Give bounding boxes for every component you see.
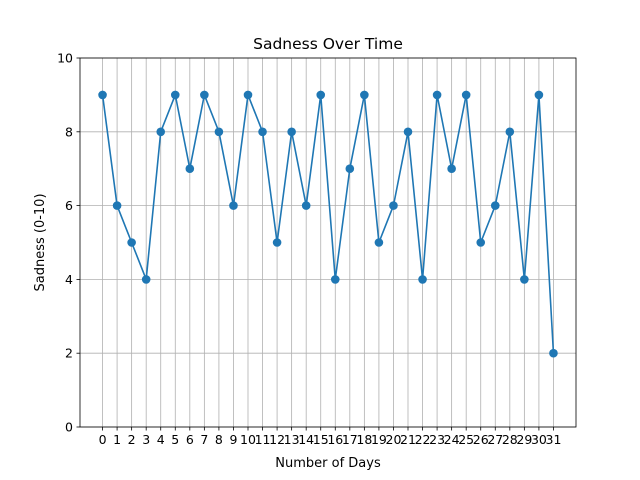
data-point: [214, 127, 224, 137]
data-point: [505, 127, 515, 137]
x-tick-label: 22: [415, 432, 431, 447]
data-point: [534, 90, 544, 100]
x-tick-label: 27: [487, 432, 503, 447]
data-point: [127, 238, 136, 247]
data-point: [287, 127, 296, 137]
data-point: [447, 164, 456, 173]
data-point: [301, 201, 311, 210]
x-tick-label: 12: [269, 432, 285, 447]
x-tick-label: 24: [444, 432, 460, 447]
data-point: [345, 164, 355, 173]
x-tick-label: 21: [400, 432, 416, 447]
data-point: [490, 201, 500, 210]
x-tick-label: 6: [186, 432, 194, 447]
x-axis-label: Number of Days: [275, 456, 381, 471]
y-tick-label: 6: [65, 198, 73, 213]
data-point: [432, 90, 442, 100]
data-point: [98, 90, 107, 100]
x-tick-label: 26: [473, 432, 489, 447]
x-tick-label: 25: [458, 432, 474, 447]
x-tick-label: 5: [171, 432, 179, 447]
data-point: [316, 90, 326, 100]
data-point: [243, 90, 253, 100]
x-tick-label: 10: [240, 432, 256, 447]
y-tick-label: 4: [65, 272, 73, 287]
plot-area: [80, 58, 576, 427]
x-tick-label: 28: [502, 432, 518, 447]
data-point: [229, 201, 238, 210]
x-tick-label: 30: [531, 432, 547, 447]
data-point: [200, 90, 209, 100]
x-tick-label: 0: [99, 432, 107, 447]
axis-ticks: 0 1 2 3 4 5 6 7 8 9 101112131415161718192021222324…: [57, 51, 561, 448]
data-point: [461, 90, 471, 100]
y-axis-label: Sadness (0-10): [33, 193, 48, 291]
x-tick-label: 8: [215, 432, 223, 447]
data-point: [170, 90, 180, 100]
x-tick-label: 13: [284, 432, 300, 447]
x-tick-label: 18: [356, 432, 372, 447]
y-tick-label: 2: [65, 346, 73, 361]
data-point: [272, 238, 282, 247]
data-point: [389, 201, 398, 210]
y-tick-label: 10: [57, 51, 73, 66]
data-point: [549, 348, 558, 358]
y-tick-label: 0: [65, 420, 73, 435]
x-tick-label: 15: [313, 432, 329, 447]
data-point: [520, 275, 529, 284]
data-point: [403, 127, 413, 137]
data-point: [360, 90, 369, 100]
x-tick-label: 3: [142, 432, 150, 447]
x-tick-label: 16: [327, 432, 343, 447]
data-point: [156, 127, 166, 137]
x-tick-label: 9: [229, 432, 237, 447]
series-line: [101, 94, 555, 355]
data-series: [98, 90, 558, 358]
x-tick-label: 4: [157, 432, 165, 447]
data-point: [141, 275, 151, 284]
data-point: [374, 238, 384, 247]
data-point: [330, 275, 340, 284]
data-point: [476, 238, 486, 247]
data-point: [185, 164, 195, 173]
x-tick-label: 31: [546, 432, 562, 447]
plot-frame: [79, 57, 577, 428]
x-tick-label: 17: [342, 432, 358, 447]
x-tick-label: 11: [255, 432, 271, 447]
x-tick-label: 20: [386, 432, 402, 447]
data-point: [418, 275, 427, 284]
y-tick-label: 8: [65, 124, 73, 139]
x-tick-label: 2: [128, 432, 136, 447]
x-tick-label: 7: [200, 432, 208, 447]
x-tick-label: 23: [429, 432, 445, 447]
data-point: [258, 127, 267, 137]
chart-title: Sadness Over Time: [253, 35, 403, 53]
x-tick-label: 1: [113, 432, 121, 447]
x-tick-label: 29: [516, 432, 532, 447]
data-point: [112, 201, 122, 210]
x-tick-label: 14: [298, 432, 314, 447]
x-tick-label: 19: [371, 432, 387, 447]
